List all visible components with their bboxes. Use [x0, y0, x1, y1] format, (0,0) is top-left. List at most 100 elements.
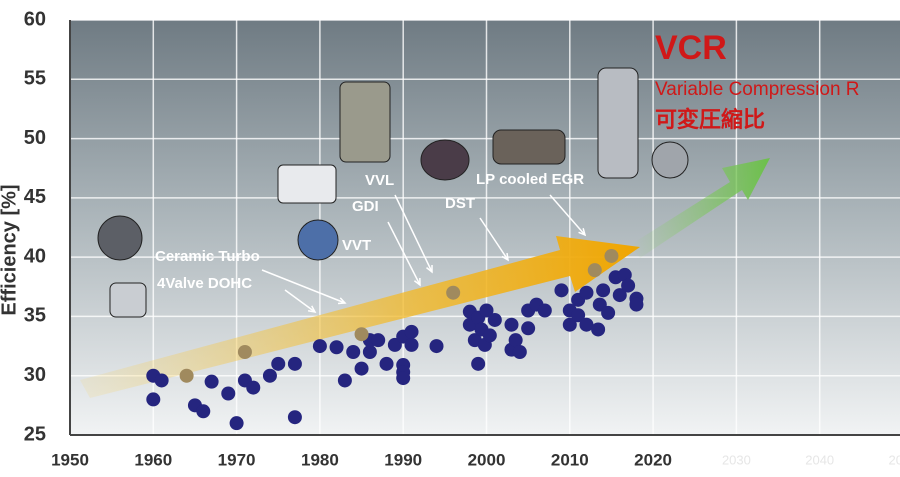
annotation: 可変圧縮比	[655, 107, 765, 132]
data-point	[537, 303, 552, 318]
x-tick-label: 2000	[468, 450, 506, 469]
data-point	[404, 324, 419, 339]
x-tick-label: 1950	[51, 450, 89, 469]
future-arrow	[630, 158, 770, 258]
annotation-pointer-head	[501, 252, 509, 262]
annotation-pointer	[387, 221, 421, 286]
y-tick-label: 45	[24, 186, 46, 208]
data-point	[271, 356, 286, 371]
data-point	[487, 312, 502, 327]
data-point	[471, 356, 486, 371]
data-point	[596, 283, 611, 298]
data-point	[354, 361, 369, 376]
data-point	[554, 283, 569, 298]
annotation-pointer	[549, 194, 586, 236]
data-point	[429, 339, 444, 354]
data-point	[612, 288, 627, 303]
data-point	[371, 333, 386, 348]
data-point	[312, 339, 327, 354]
x-tick-label: 1970	[218, 450, 256, 469]
dohc-image	[109, 282, 147, 318]
y-tick-label: 55	[24, 68, 46, 90]
y-tick-label: 50	[24, 127, 46, 149]
egr-image	[492, 129, 566, 165]
data-point	[479, 303, 494, 318]
data-point	[287, 356, 302, 371]
data-point	[204, 374, 219, 389]
data-point	[337, 373, 352, 388]
data-point	[587, 263, 602, 278]
data-point	[237, 345, 252, 359]
data-point	[354, 327, 369, 342]
data-point	[579, 317, 594, 332]
vcr-image	[597, 67, 639, 179]
data-point	[617, 267, 632, 282]
data-point	[154, 373, 169, 388]
data-point	[379, 356, 394, 371]
x-tick-label: 1980	[301, 450, 339, 469]
dst-image	[420, 139, 470, 181]
y-tick-label: 25	[24, 423, 46, 445]
data-point	[329, 340, 344, 355]
data-point	[562, 317, 577, 332]
data-point	[446, 285, 461, 300]
annotation: DST	[445, 195, 475, 212]
x-tick-label: 2020	[634, 450, 672, 469]
vcr-image-2	[651, 141, 689, 179]
x-tick-label: 1990	[384, 450, 422, 469]
y-tick-label: 60	[24, 8, 46, 30]
annotation-pointer	[261, 269, 346, 304]
data-point	[579, 285, 594, 300]
annotation-pointer	[284, 289, 316, 313]
data-point	[601, 305, 616, 320]
y-tick-label: 35	[24, 305, 46, 327]
data-point	[196, 404, 211, 419]
annotation-pointer-head	[307, 305, 317, 314]
data-point	[521, 321, 536, 336]
data-point	[362, 345, 377, 359]
gdi-image	[277, 164, 337, 204]
y-tick-label: 30	[24, 364, 46, 386]
annotation-pointer	[479, 217, 509, 261]
annotation: GDI	[352, 198, 379, 215]
data-point	[571, 308, 586, 323]
trend-arrow	[80, 236, 640, 398]
data-point	[604, 248, 619, 263]
data-point	[221, 386, 236, 401]
data-point	[346, 345, 361, 359]
x-tick-label: 2040	[805, 452, 834, 467]
annotation-arrows	[261, 194, 587, 314]
annotation: LP cooled EGR	[476, 171, 584, 188]
vvl-image	[339, 81, 391, 163]
annotation: Ceramic Turbo	[155, 248, 260, 265]
annotation: Variable Compression R	[655, 79, 860, 100]
annotation-pointer-head	[337, 297, 347, 305]
points	[146, 248, 644, 431]
data-point	[246, 380, 261, 395]
annotation-pointer	[394, 194, 433, 273]
x-tick-label: 2030	[722, 452, 751, 467]
data-point	[621, 278, 636, 293]
data-point	[629, 297, 644, 312]
data-point	[404, 337, 419, 352]
y-tick-label: 40	[24, 245, 46, 267]
data-point	[229, 416, 244, 431]
annotation: VVT	[342, 237, 371, 254]
x-tick-label: 2010	[551, 450, 589, 469]
turbo-image	[97, 215, 143, 261]
annotation-pointer-head	[426, 264, 433, 274]
data-point	[146, 392, 161, 407]
data-point	[179, 368, 194, 383]
data-point	[396, 371, 411, 386]
annotation: VVL	[365, 172, 394, 189]
annotation: 4Valve DOHC	[157, 275, 252, 292]
annotation-pointer-head	[578, 228, 587, 237]
data-point	[287, 410, 302, 425]
component-images	[97, 67, 689, 318]
annotation-pointer-head	[413, 277, 421, 287]
x-tick-label: 2050	[889, 452, 900, 467]
y-axis-label: Efficiency [%]	[0, 184, 20, 315]
data-point	[508, 333, 523, 348]
data-point	[512, 345, 527, 359]
